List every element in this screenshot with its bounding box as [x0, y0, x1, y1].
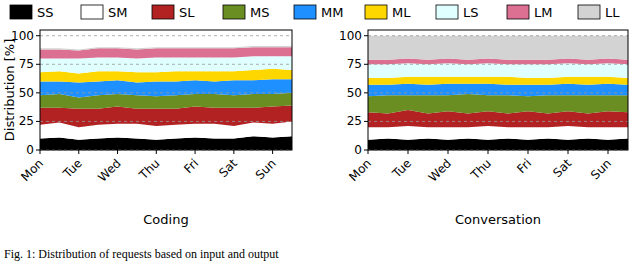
legend-label: MS — [250, 5, 269, 20]
x-tick — [233, 150, 234, 154]
y-tick — [364, 64, 368, 65]
y-tick-label: 50 — [19, 86, 34, 100]
x-tick-label: Fri — [514, 156, 534, 176]
y-tick-label: 100 — [339, 29, 362, 43]
area-ll: LL — [368, 36, 628, 60]
y-tick-label: 25 — [347, 114, 362, 128]
x-tick-label: Mon — [18, 156, 46, 184]
y-tick-label: 50 — [347, 86, 362, 100]
area-ls: LS — [40, 56, 292, 73]
x-tick-label: Thu — [468, 156, 495, 183]
x-tick-label: Wed — [426, 156, 454, 184]
figure: SSSMSLMSMMMLLSLMLL0255075100MonTueWedThu… — [0, 0, 640, 267]
x-tick — [368, 150, 369, 154]
y-tick-label: 0 — [354, 143, 362, 157]
frame — [40, 30, 292, 150]
y-tick-label: 25 — [19, 114, 34, 128]
x-tick — [40, 150, 41, 154]
legend-swatch — [10, 5, 32, 19]
legend-swatch — [223, 5, 245, 19]
y-tick — [364, 150, 368, 151]
y-tick — [364, 35, 368, 36]
grid-line — [368, 121, 628, 122]
y-tick — [36, 64, 40, 65]
x-tick-label: Wed — [95, 156, 123, 184]
y-tick — [36, 150, 40, 151]
x-tick — [272, 150, 273, 154]
legend-swatch — [436, 5, 458, 19]
caption: Fig. 1: Distribution of requests based o… — [4, 247, 279, 261]
x-tick — [608, 150, 609, 154]
legend-swatch — [578, 5, 600, 19]
legend-swatch — [365, 5, 387, 19]
x-tick-label: Thu — [136, 156, 163, 183]
y-tick — [364, 92, 368, 93]
x-tick-label: Sun — [588, 156, 614, 182]
area-ml: ML — [368, 77, 628, 85]
legend-label: SS — [37, 5, 54, 20]
x-tick-label: Tue — [389, 156, 414, 181]
legend-swatch — [81, 5, 103, 19]
x-tick — [408, 150, 409, 154]
y-tick-label: 75 — [19, 57, 34, 71]
grid-line — [368, 92, 628, 93]
area-sm: SM — [368, 126, 628, 140]
x-tick — [156, 150, 157, 154]
x-tick-label: Fri — [181, 156, 201, 176]
y-tick-label: 75 — [347, 57, 362, 71]
legend-swatch — [294, 5, 316, 19]
y-tick — [36, 121, 40, 122]
x-tick — [568, 150, 569, 154]
legend-swatch — [152, 5, 174, 19]
x-label: Conversation — [455, 212, 541, 227]
x-tick-label: Sat — [216, 156, 240, 180]
area-ms: MS — [368, 94, 628, 113]
legend-label: LL — [605, 5, 620, 20]
x-tick — [448, 150, 449, 154]
plot-area: SSSMSLMSMMMLLSLMLL — [40, 46, 292, 150]
grid-line — [40, 121, 292, 122]
area-ss: SS — [368, 139, 628, 150]
legend-label: LS — [463, 5, 479, 20]
x-tick — [78, 150, 79, 154]
legend-swatch — [507, 5, 529, 19]
y-tick — [364, 121, 368, 122]
grid-line — [368, 64, 628, 65]
area-mm: MM — [368, 84, 628, 97]
legend-label: SL — [179, 5, 195, 20]
grid-line — [368, 35, 628, 36]
frame — [368, 30, 628, 150]
x-tick — [195, 150, 196, 154]
grid-line — [40, 35, 292, 36]
x-tick — [528, 150, 529, 154]
area-lm: LM — [40, 47, 292, 58]
x-label: Coding — [143, 212, 188, 227]
y-tick — [36, 35, 40, 36]
y-tick — [36, 92, 40, 93]
y-label: Distribution [%] — [2, 39, 17, 141]
plot-area: SSSMSLMSMMMLLSLMLL — [368, 36, 628, 150]
x-tick — [488, 150, 489, 154]
legend: SS SM SL MS MM ML LS LM LL — [10, 5, 620, 20]
x-tick-label: Mon — [346, 156, 374, 184]
area-ll: LL — [40, 46, 292, 51]
x-tick-label: Sun — [253, 156, 279, 182]
legend-label: LM — [534, 5, 552, 20]
x-tick — [117, 150, 118, 154]
legend-label: SM — [108, 5, 127, 20]
legend-label: ML — [392, 5, 411, 20]
grid-line — [40, 92, 292, 93]
x-tick-label: Tue — [60, 156, 85, 181]
x-tick-label: Sat — [550, 156, 574, 180]
area-ls: LS — [368, 63, 628, 78]
legend-label: MM — [321, 5, 343, 20]
y-tick-label: 0 — [26, 143, 34, 157]
grid-line — [40, 64, 292, 65]
